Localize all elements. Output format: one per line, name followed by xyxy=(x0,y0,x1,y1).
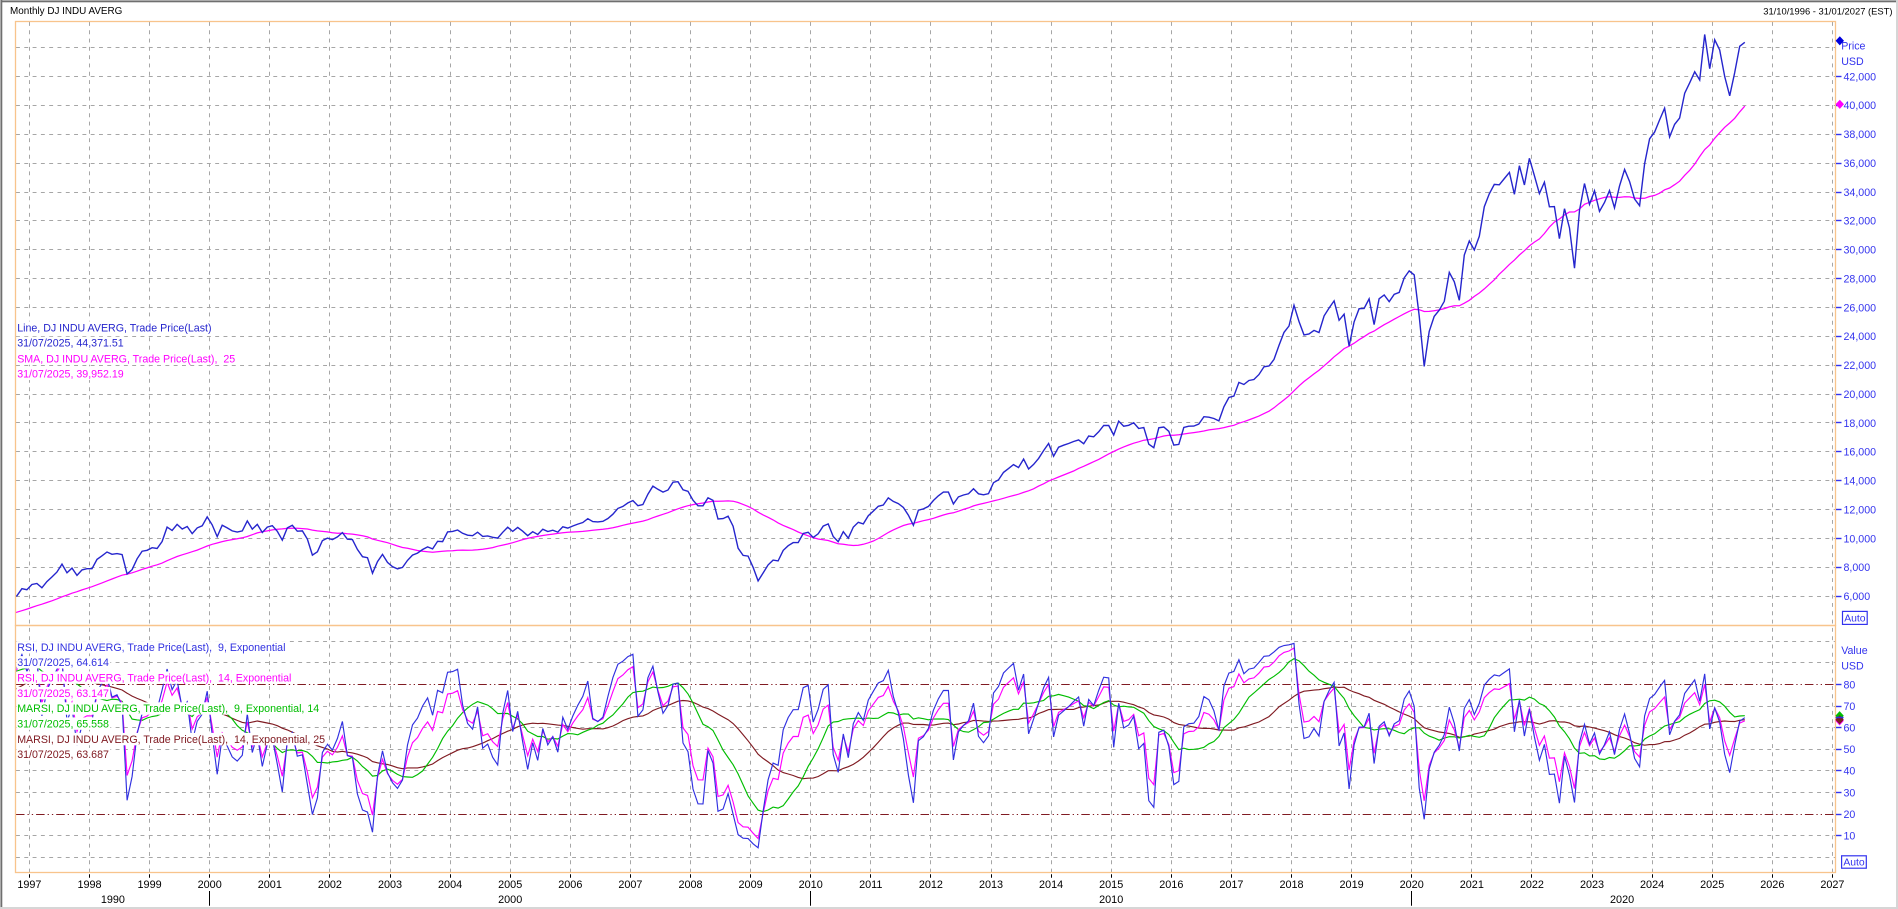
svg-text:2009: 2009 xyxy=(739,879,763,891)
svg-text:40: 40 xyxy=(1844,766,1856,778)
svg-text:20: 20 xyxy=(1844,809,1856,821)
svg-text:2011: 2011 xyxy=(859,879,882,891)
svg-text:2015: 2015 xyxy=(1099,879,1123,891)
svg-text:Line, DJ INDU AVERG, Trade Pri: Line, DJ INDU AVERG, Trade Price(Last) xyxy=(17,322,211,334)
svg-text:26,000: 26,000 xyxy=(1844,302,1877,314)
svg-text:2007: 2007 xyxy=(618,879,642,891)
svg-text:2019: 2019 xyxy=(1340,879,1364,891)
svg-text:31/07/2025, 65.558: 31/07/2025, 65.558 xyxy=(17,718,109,730)
svg-text:6,000: 6,000 xyxy=(1844,591,1871,603)
svg-text:12,000: 12,000 xyxy=(1844,504,1877,516)
svg-text:31/07/2025, 63.687: 31/07/2025, 63.687 xyxy=(17,749,109,761)
svg-text:2012: 2012 xyxy=(919,879,943,891)
svg-text:2000: 2000 xyxy=(198,879,222,891)
svg-text:MARSI, DJ INDU AVERG, Trade Pr: MARSI, DJ INDU AVERG, Trade Price(Last),… xyxy=(17,703,319,715)
svg-text:31/07/2025, 63.147: 31/07/2025, 63.147 xyxy=(17,688,109,700)
svg-text:31/07/2025, 64.614: 31/07/2025, 64.614 xyxy=(17,657,109,669)
svg-text:60: 60 xyxy=(1844,723,1856,735)
svg-text:2017: 2017 xyxy=(1219,879,1243,891)
svg-text:2014: 2014 xyxy=(1039,879,1063,891)
svg-text:2016: 2016 xyxy=(1159,879,1183,891)
svg-text:18,000: 18,000 xyxy=(1844,418,1877,430)
svg-text:1997: 1997 xyxy=(17,879,41,891)
svg-text:38,000: 38,000 xyxy=(1844,129,1877,141)
svg-text:31/07/2025, 39,952.19: 31/07/2025, 39,952.19 xyxy=(17,369,124,381)
svg-text:30,000: 30,000 xyxy=(1844,245,1877,257)
svg-text:USD: USD xyxy=(1841,660,1864,672)
svg-text:10: 10 xyxy=(1844,831,1856,843)
svg-text:2004: 2004 xyxy=(438,879,462,891)
svg-text:8,000: 8,000 xyxy=(1844,562,1871,574)
svg-text:2013: 2013 xyxy=(979,879,1003,891)
svg-text:RSI, DJ INDU AVERG, Trade Pric: RSI, DJ INDU AVERG, Trade Price(Last), 9… xyxy=(17,642,285,654)
svg-text:40,000: 40,000 xyxy=(1844,100,1877,112)
svg-text:10,000: 10,000 xyxy=(1844,533,1877,545)
svg-text:2002: 2002 xyxy=(318,879,342,891)
svg-text:Auto: Auto xyxy=(1844,614,1866,625)
svg-text:1998: 1998 xyxy=(77,879,101,891)
svg-text:2006: 2006 xyxy=(558,879,582,891)
svg-text:RSI, DJ INDU AVERG, Trade Pric: RSI, DJ INDU AVERG, Trade Price(Last), 1… xyxy=(17,672,291,684)
svg-text:34,000: 34,000 xyxy=(1844,187,1877,199)
svg-text:1990: 1990 xyxy=(101,894,125,906)
svg-text:MARSI, DJ INDU AVERG, Trade Pr: MARSI, DJ INDU AVERG, Trade Price(Last),… xyxy=(17,734,325,746)
svg-text:22,000: 22,000 xyxy=(1844,360,1877,372)
svg-text:2024: 2024 xyxy=(1640,879,1664,891)
svg-text:2010: 2010 xyxy=(1099,894,1123,906)
svg-text:2026: 2026 xyxy=(1760,879,1784,891)
svg-text:SMA, DJ INDU AVERG, Trade Pric: SMA, DJ INDU AVERG, Trade Price(Last), 2… xyxy=(17,353,235,365)
svg-text:2000: 2000 xyxy=(498,894,522,906)
svg-text:2010: 2010 xyxy=(799,879,823,891)
svg-text:24,000: 24,000 xyxy=(1844,331,1877,343)
svg-text:Value: Value xyxy=(1841,645,1868,657)
svg-text:42,000: 42,000 xyxy=(1844,71,1877,83)
svg-text:31/07/2025, 44,371.51: 31/07/2025, 44,371.51 xyxy=(17,338,124,350)
svg-text:Monthly DJ INDU AVERG: Monthly DJ INDU AVERG xyxy=(10,6,122,17)
svg-text:2001: 2001 xyxy=(258,879,282,891)
svg-text:2025: 2025 xyxy=(1700,879,1724,891)
svg-text:28,000: 28,000 xyxy=(1844,273,1877,285)
svg-text:2020: 2020 xyxy=(1400,879,1424,891)
svg-text:1999: 1999 xyxy=(138,879,162,891)
svg-text:Price: Price xyxy=(1841,41,1865,53)
svg-text:2005: 2005 xyxy=(498,879,522,891)
svg-text:31/10/1996 - 31/01/2027 (EST): 31/10/1996 - 31/01/2027 (EST) xyxy=(1763,6,1892,17)
svg-text:2020: 2020 xyxy=(1610,894,1634,906)
svg-text:14,000: 14,000 xyxy=(1844,476,1877,488)
svg-text:80: 80 xyxy=(1844,679,1856,691)
svg-text:USD: USD xyxy=(1841,56,1864,68)
svg-text:2027: 2027 xyxy=(1820,879,1844,891)
svg-text:30: 30 xyxy=(1844,787,1856,799)
svg-text:20,000: 20,000 xyxy=(1844,389,1877,401)
svg-text:16,000: 16,000 xyxy=(1844,447,1877,459)
svg-text:2018: 2018 xyxy=(1279,879,1303,891)
svg-text:70: 70 xyxy=(1844,701,1856,713)
svg-text:36,000: 36,000 xyxy=(1844,158,1877,170)
svg-text:Auto: Auto xyxy=(1843,858,1865,869)
svg-text:2023: 2023 xyxy=(1580,879,1604,891)
svg-text:2003: 2003 xyxy=(378,879,402,891)
svg-text:32,000: 32,000 xyxy=(1844,216,1877,228)
svg-text:2008: 2008 xyxy=(678,879,702,891)
svg-text:2022: 2022 xyxy=(1520,879,1544,891)
svg-text:2021: 2021 xyxy=(1460,879,1484,891)
svg-text:50: 50 xyxy=(1844,744,1856,756)
